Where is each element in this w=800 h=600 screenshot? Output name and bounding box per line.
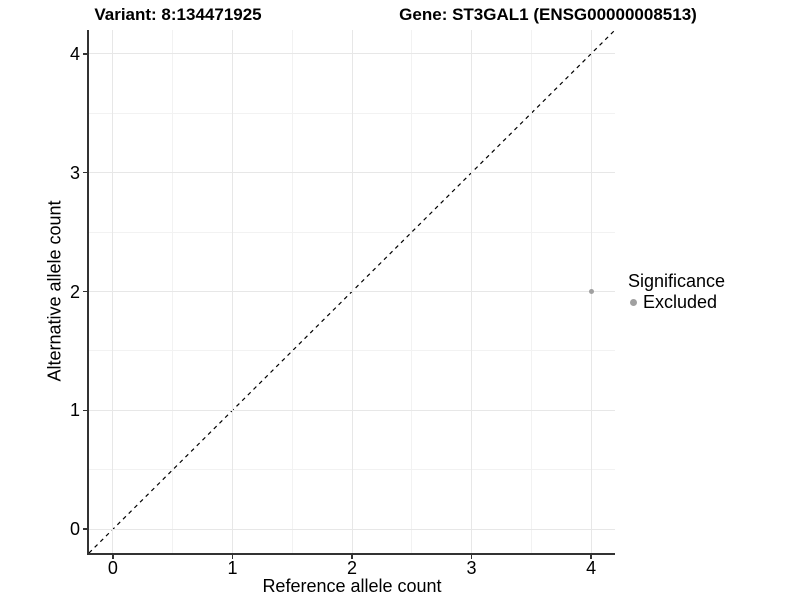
- x-axis-title: Reference allele count: [262, 576, 442, 596]
- y-tick-mark: [83, 409, 87, 412]
- grid-major-horizontal: [89, 291, 615, 292]
- legend-title: Significance: [628, 271, 726, 291]
- x-tick-mark: [351, 555, 353, 559]
- x-tick-label: 1: [227, 558, 238, 578]
- x-tick-label: 2: [346, 558, 357, 578]
- x-tick-mark: [231, 555, 234, 559]
- x-tick-mark: [470, 555, 473, 559]
- plot-panel: [89, 30, 615, 553]
- plot-title-gene: Gene: ST3GAL1 (ENSG00000008513): [399, 5, 697, 24]
- grid-major-horizontal: [89, 409, 615, 411]
- y-tick-mark: [83, 528, 87, 530]
- x-tick-mark: [112, 555, 114, 559]
- y-tick-label: 1: [69, 400, 80, 421]
- y-tick-mark: [83, 53, 87, 55]
- x-tick-label: 4: [586, 558, 597, 578]
- y-tick-label: 2: [69, 281, 80, 302]
- legend-item-excluded: Excluded: [630, 292, 725, 312]
- y-tick-label: 4: [69, 43, 80, 64]
- plot-title-variant: Variant: 8:134471925: [94, 5, 262, 24]
- x-tick-label: 0: [107, 558, 118, 578]
- data-point: [588, 289, 594, 294]
- grid-major-horizontal: [89, 528, 615, 530]
- y-tick-mark: [83, 290, 87, 293]
- x-axis-line: [87, 553, 615, 555]
- grid-major-horizontal: [89, 53, 615, 55]
- legend: Significance Excluded: [628, 271, 725, 312]
- y-tick-label: 0: [69, 519, 80, 540]
- y-tick-label: 3: [69, 162, 80, 183]
- y-axis-line: [87, 30, 89, 555]
- grid-major-horizontal: [89, 172, 615, 174]
- x-tick-mark: [590, 555, 592, 559]
- x-tick-label: 3: [466, 558, 477, 578]
- y-tick-mark: [83, 171, 87, 174]
- legend-point-icon: [630, 298, 637, 306]
- legend-item-label: Excluded: [643, 292, 718, 312]
